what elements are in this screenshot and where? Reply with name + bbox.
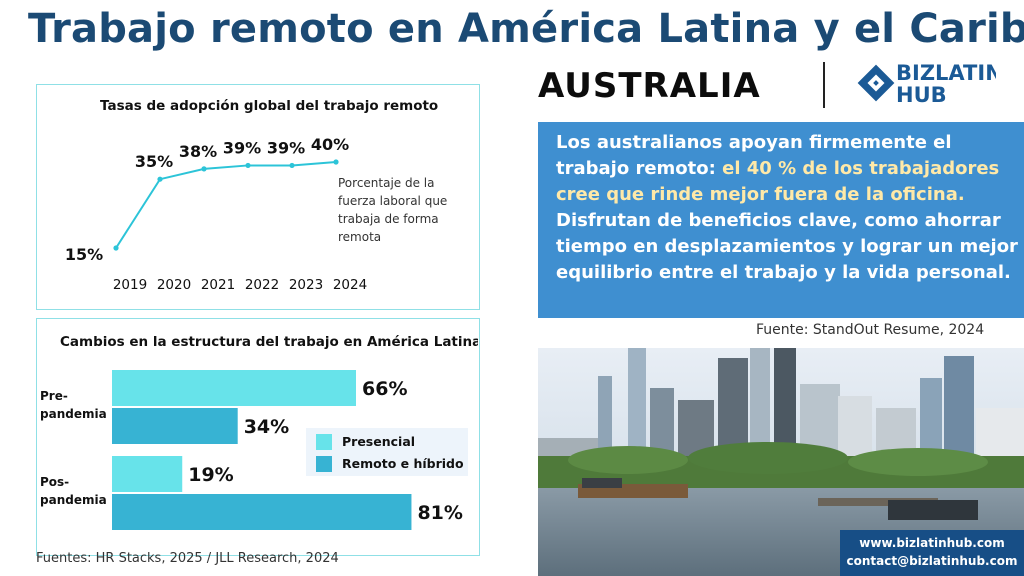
- data-point: [113, 245, 119, 251]
- bar-value-label: 34%: [244, 416, 289, 438]
- data-label: 39%: [267, 138, 305, 157]
- legend-swatch: [316, 456, 332, 472]
- data-point: [289, 162, 295, 169]
- country-heading: AUSTRALIA: [538, 66, 761, 106]
- bar-value-label: 19%: [188, 464, 233, 486]
- annotation-line: remota: [338, 230, 381, 244]
- category-label: pandemia: [40, 407, 107, 421]
- x-tick-label: 2020: [157, 277, 191, 293]
- callout-highlight: el 40 % de los trabajadores cree que rin…: [556, 158, 1000, 205]
- website-link[interactable]: www.bizlatinhub.com: [859, 536, 1005, 550]
- callout-lead: Los australianos apoyan firmemente el tr…: [556, 132, 952, 179]
- bar-value-label: 66%: [362, 378, 407, 400]
- line-chart: Tasas de adopción global del trabajo rem…: [65, 98, 447, 293]
- page-title: Trabajo remoto en América Latina y el Ca…: [28, 6, 1024, 52]
- contact-box: www.bizlatinhub.com contact@bizlatinhub.…: [840, 530, 1024, 576]
- data-label: 39%: [223, 138, 261, 157]
- bar: [112, 370, 356, 406]
- bar: [112, 494, 412, 530]
- source-note: Fuente: StandOut Resume, 2024: [756, 322, 985, 338]
- data-label: 35%: [135, 152, 173, 171]
- bizlatinhub-logo-icon: BIZLATIN HUB: [857, 61, 1003, 107]
- data-point: [333, 159, 339, 165]
- data-label: 15%: [65, 245, 103, 264]
- email-link[interactable]: contact@bizlatinhub.com: [846, 554, 1018, 568]
- legend-swatch: [316, 434, 332, 450]
- divider: [823, 62, 825, 108]
- data-point: [157, 176, 163, 182]
- logo-text-top: BIZLATIN: [896, 61, 996, 85]
- x-tick-label: 2019: [113, 277, 147, 293]
- callout-box: [538, 122, 1024, 318]
- bar-value-label: 81%: [417, 502, 462, 524]
- brisbane-skyline-image: [538, 348, 1024, 576]
- category-label: Pos-: [40, 475, 69, 489]
- legend-label: Presencial: [342, 434, 415, 449]
- line-chart-title: Tasas de adopción global del trabajo rem…: [100, 98, 438, 114]
- annotation-line: fuerza laboral que: [338, 194, 447, 208]
- category-label: pandemia: [40, 493, 107, 507]
- data-point: [201, 166, 207, 172]
- series-line: [115, 161, 337, 249]
- callout-rest: Disfrutan de beneficios clave, como ahor…: [556, 210, 1018, 283]
- sources-note: Fuentes: HR Stacks, 2025 / JLL Research,…: [36, 551, 339, 566]
- logo-text-bottom: HUB: [896, 83, 947, 107]
- legend-label: Remoto e híbrido: [342, 456, 464, 471]
- data-label: 40%: [311, 135, 349, 154]
- bar: [112, 456, 183, 492]
- bar: [112, 408, 238, 444]
- data-label: 38%: [179, 142, 217, 161]
- city-photo: [538, 348, 1024, 576]
- x-tick-label: 2022: [245, 277, 279, 293]
- line-chart-panel: [36, 84, 480, 310]
- annotation-line: Porcentaje de la: [338, 176, 435, 190]
- x-tick-label: 2021: [201, 277, 235, 293]
- brand-logo: BIZLATIN HUB: [856, 58, 1003, 108]
- data-point: [245, 162, 251, 169]
- bar-chart: Cambios en la estructura del trabajo en …: [40, 334, 478, 530]
- category-label: Pre-: [40, 389, 68, 403]
- x-tick-label: 2024: [333, 277, 367, 293]
- annotation-line: trabaja de forma: [338, 212, 439, 226]
- bar-chart-title: Cambios en la estructura del trabajo en …: [60, 334, 478, 350]
- legend-box: [306, 428, 468, 476]
- x-tick-label: 2023: [289, 277, 323, 293]
- callout-text: Los australianos apoyan firmemente el tr…: [556, 130, 1018, 286]
